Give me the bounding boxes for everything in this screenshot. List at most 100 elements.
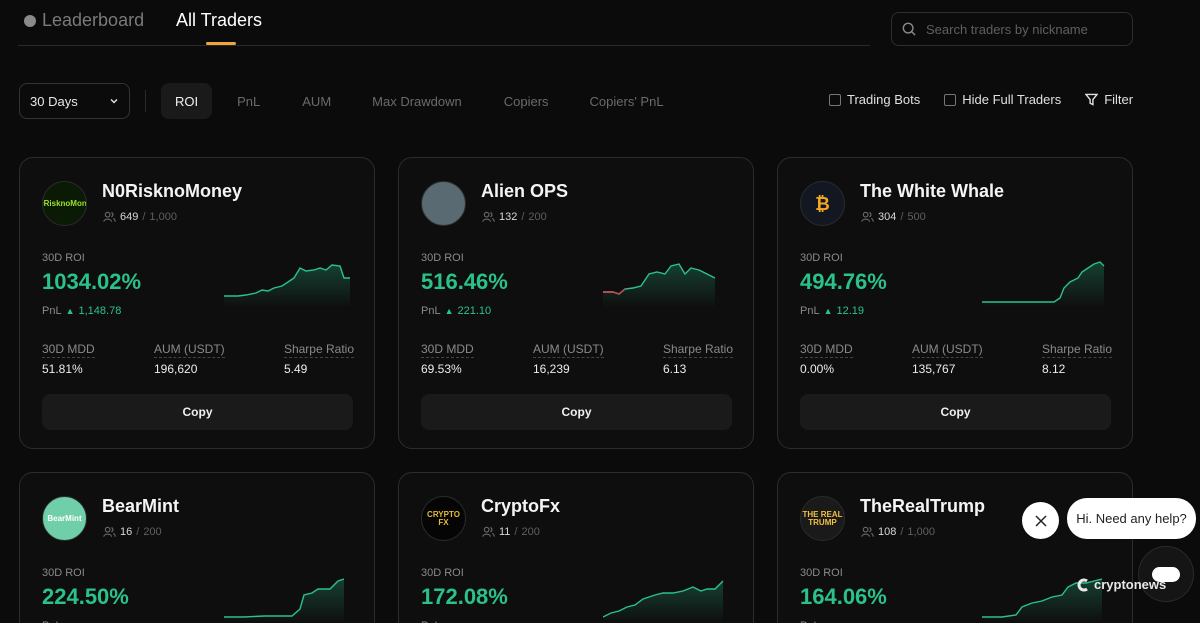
roi-sparkline (224, 578, 345, 623)
avatar[interactable]: ₿ (800, 181, 845, 226)
pnl-row: PnL ▲ 1,148.78 (42, 305, 121, 317)
sharpe-value: 6.13 (662, 362, 687, 376)
trader-card: THE REAL TRUMP TheRealTrump 108 / 1,000 … (777, 472, 1133, 623)
sharpe-value: 8.12 (1041, 362, 1066, 376)
mdd-label[interactable]: 30D MDD (800, 342, 853, 358)
stat-mdd: 30D MDD 51.81% (42, 340, 95, 376)
trader-card: BearMint BearMint 16 / 200 30D ROI 224.5… (19, 472, 375, 623)
roi-label: 30D ROI (421, 252, 464, 264)
aum-value: 196,620 (153, 362, 198, 376)
copiers-max: 500 (907, 211, 926, 223)
checkbox-box[interactable] (829, 93, 841, 106)
search-box[interactable] (891, 12, 1133, 46)
trader-card: ₿ The White Whale 304 / 500 30D ROI 494.… (777, 157, 1133, 449)
copy-button[interactable]: Copy (800, 394, 1111, 430)
tab-all-traders[interactable]: All Traders (176, 10, 263, 30)
sort-tab-copiers[interactable]: Copiers (503, 93, 549, 109)
users-icon (861, 211, 874, 222)
avatar[interactable]: N0RisknoMoney (42, 181, 87, 226)
roi-label: 30D ROI (421, 567, 464, 579)
sort-tab-copiers-pnl[interactable]: Copiers' PnL (589, 93, 664, 109)
copiers-separator: / (521, 211, 525, 223)
stat-sharpe: Sharpe Ratio 6.13 (662, 340, 733, 376)
mdd-label[interactable]: 30D MDD (42, 342, 95, 358)
trader-name[interactable]: The White Whale (860, 181, 1004, 201)
copiers-count: 132 / 200 (482, 211, 547, 223)
trader-name[interactable]: Alien OPS (481, 181, 569, 201)
tab-leaderboard-label: Leaderboard (42, 10, 145, 30)
copy-button[interactable]: Copy (42, 394, 353, 430)
triangle-up-icon: ▲ (823, 306, 833, 316)
sort-tab-max-drawdown[interactable]: Max Drawdown (372, 93, 462, 109)
sort-tab-pnl[interactable]: PnL (237, 93, 261, 109)
copiers-separator: / (142, 211, 146, 223)
copiers-count: 11 / 200 (482, 526, 540, 538)
chat-launcher-button[interactable] (1138, 546, 1194, 602)
copiers-max: 1,000 (907, 526, 935, 538)
sharpe-label[interactable]: Sharpe Ratio (283, 342, 354, 358)
roi-value: 494.76% (800, 269, 887, 294)
pnl-row: PnL ▲ (42, 620, 79, 623)
tab-leaderboard[interactable]: Leaderboard (24, 10, 144, 31)
trader-name[interactable]: TheRealTrump (860, 496, 986, 516)
period-dropdown[interactable]: 30 Days (19, 83, 130, 119)
pnl-label: PnL (800, 620, 820, 623)
close-icon (1034, 514, 1047, 527)
hide-full-traders-checkbox[interactable]: Hide Full Traders (944, 92, 1061, 107)
triangle-up-icon: ▲ (444, 306, 454, 316)
trader-name[interactable]: BearMint (102, 496, 180, 516)
aum-value: 16,239 (532, 362, 570, 376)
sort-tab-aum[interactable]: AUM (302, 93, 332, 109)
users-icon (861, 526, 874, 537)
pnl-row: PnL ▲ 221.10 (421, 305, 491, 317)
roi-value: 224.50% (42, 584, 129, 609)
pnl-value: 1,148.78 (78, 305, 122, 317)
avatar[interactable]: THE REAL TRUMP (800, 496, 845, 541)
copiers-current: 16 (120, 526, 133, 538)
chat-icon (1152, 566, 1180, 582)
copiers-current: 649 (120, 211, 139, 223)
mdd-label[interactable]: 30D MDD (421, 342, 474, 358)
checkbox-box[interactable] (944, 93, 957, 106)
trader-name[interactable]: CryptoFx (481, 496, 561, 516)
stat-sharpe: Sharpe Ratio 5.49 (283, 340, 354, 376)
copiers-current: 304 (878, 211, 897, 223)
sharpe-label[interactable]: Sharpe Ratio (662, 342, 733, 358)
chat-close-button[interactable] (1022, 502, 1059, 539)
sharpe-value: 5.49 (283, 362, 308, 376)
chat-greeting[interactable]: Hi. Need any help? (1067, 498, 1196, 539)
period-selected: 30 Days (30, 93, 78, 109)
sharpe-label[interactable]: Sharpe Ratio (1041, 342, 1112, 358)
pnl-row: PnL ▲ (800, 620, 837, 623)
search-icon (902, 22, 916, 36)
filter-button[interactable]: Filter (1085, 92, 1133, 107)
cryptonews-logo-icon (1077, 578, 1088, 591)
avatar[interactable]: BearMint (42, 496, 87, 541)
avatar[interactable] (421, 181, 466, 226)
copiers-count: 304 / 500 (861, 211, 926, 223)
mdd-value: 51.81% (42, 362, 83, 376)
roi-label: 30D ROI (42, 567, 85, 579)
pnl-label: PnL (42, 305, 62, 317)
copy-button[interactable]: Copy (421, 394, 732, 430)
page-header: Leaderboard All Traders (18, 0, 870, 46)
search-input[interactable] (926, 21, 1116, 37)
aum-label[interactable]: AUM (USDT) (911, 342, 983, 358)
aum-label[interactable]: AUM (USDT) (532, 342, 604, 358)
copiers-count: 649 / 1,000 (103, 211, 177, 223)
watermark-text: cryptonews (1094, 577, 1167, 592)
mdd-value: 69.53% (421, 362, 462, 376)
sort-tab-roi[interactable]: ROI (161, 83, 213, 119)
roi-sparkline (603, 263, 716, 308)
stat-aum: AUM (USDT) 135,767 (911, 340, 983, 376)
aum-label[interactable]: AUM (USDT) (153, 342, 225, 358)
roi-sparkline (982, 261, 1105, 308)
mdd-value: 0.00% (800, 362, 835, 376)
roi-value: 164.06% (800, 584, 887, 609)
trading-bots-checkbox[interactable]: Trading Bots (829, 92, 920, 107)
pnl-row: PnL ▲ (421, 620, 458, 623)
sort-tabs: ROI PnL AUM Max Drawdown Copiers Copiers… (161, 83, 664, 119)
stats-row: 30D MDD 69.53% AUM (USDT) 16,239 Sharpe … (421, 340, 733, 376)
trader-name[interactable]: N0RisknoMoney (102, 181, 243, 201)
avatar[interactable]: CRYPTO FX (421, 496, 466, 541)
